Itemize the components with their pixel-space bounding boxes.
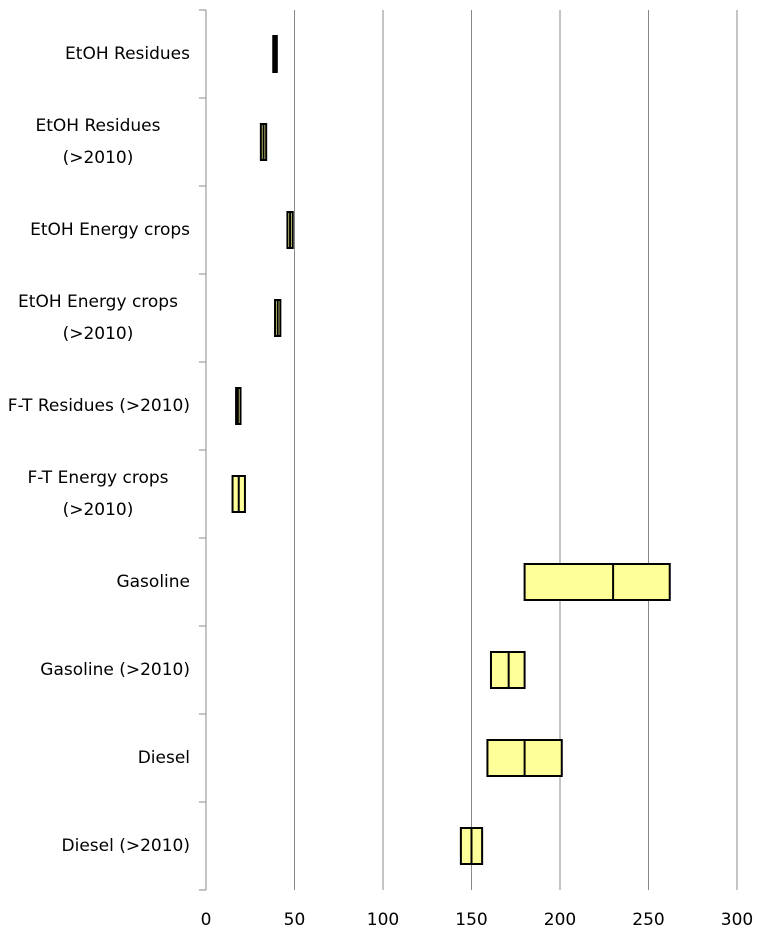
category-label: Gasoline (>2010) (40, 660, 190, 680)
range-bar (523, 563, 671, 601)
x-tick-label: 250 (632, 910, 664, 930)
category-label: EtOH Residues (65, 44, 190, 64)
category-label: Gasoline (116, 572, 190, 592)
category-label: EtOH Residues (>2010) (35, 116, 161, 168)
category-label: F-T Residues (>2010) (7, 396, 190, 416)
category-label: Diesel (137, 748, 190, 768)
x-tick-label: 50 (284, 910, 306, 930)
x-tick-label: 0 (201, 910, 212, 930)
x-tick-label: 150 (455, 910, 487, 930)
x-tick-label: 300 (721, 910, 753, 930)
category-label: EtOH Energy crops (>2010) (18, 292, 178, 344)
category-label: EtOH Energy crops (30, 220, 190, 240)
category-label: F-T Energy crops (>2010) (27, 468, 169, 520)
x-tick-label: 100 (367, 910, 399, 930)
x-tick-label: 200 (544, 910, 576, 930)
category-label: Diesel (>2010) (61, 836, 191, 856)
